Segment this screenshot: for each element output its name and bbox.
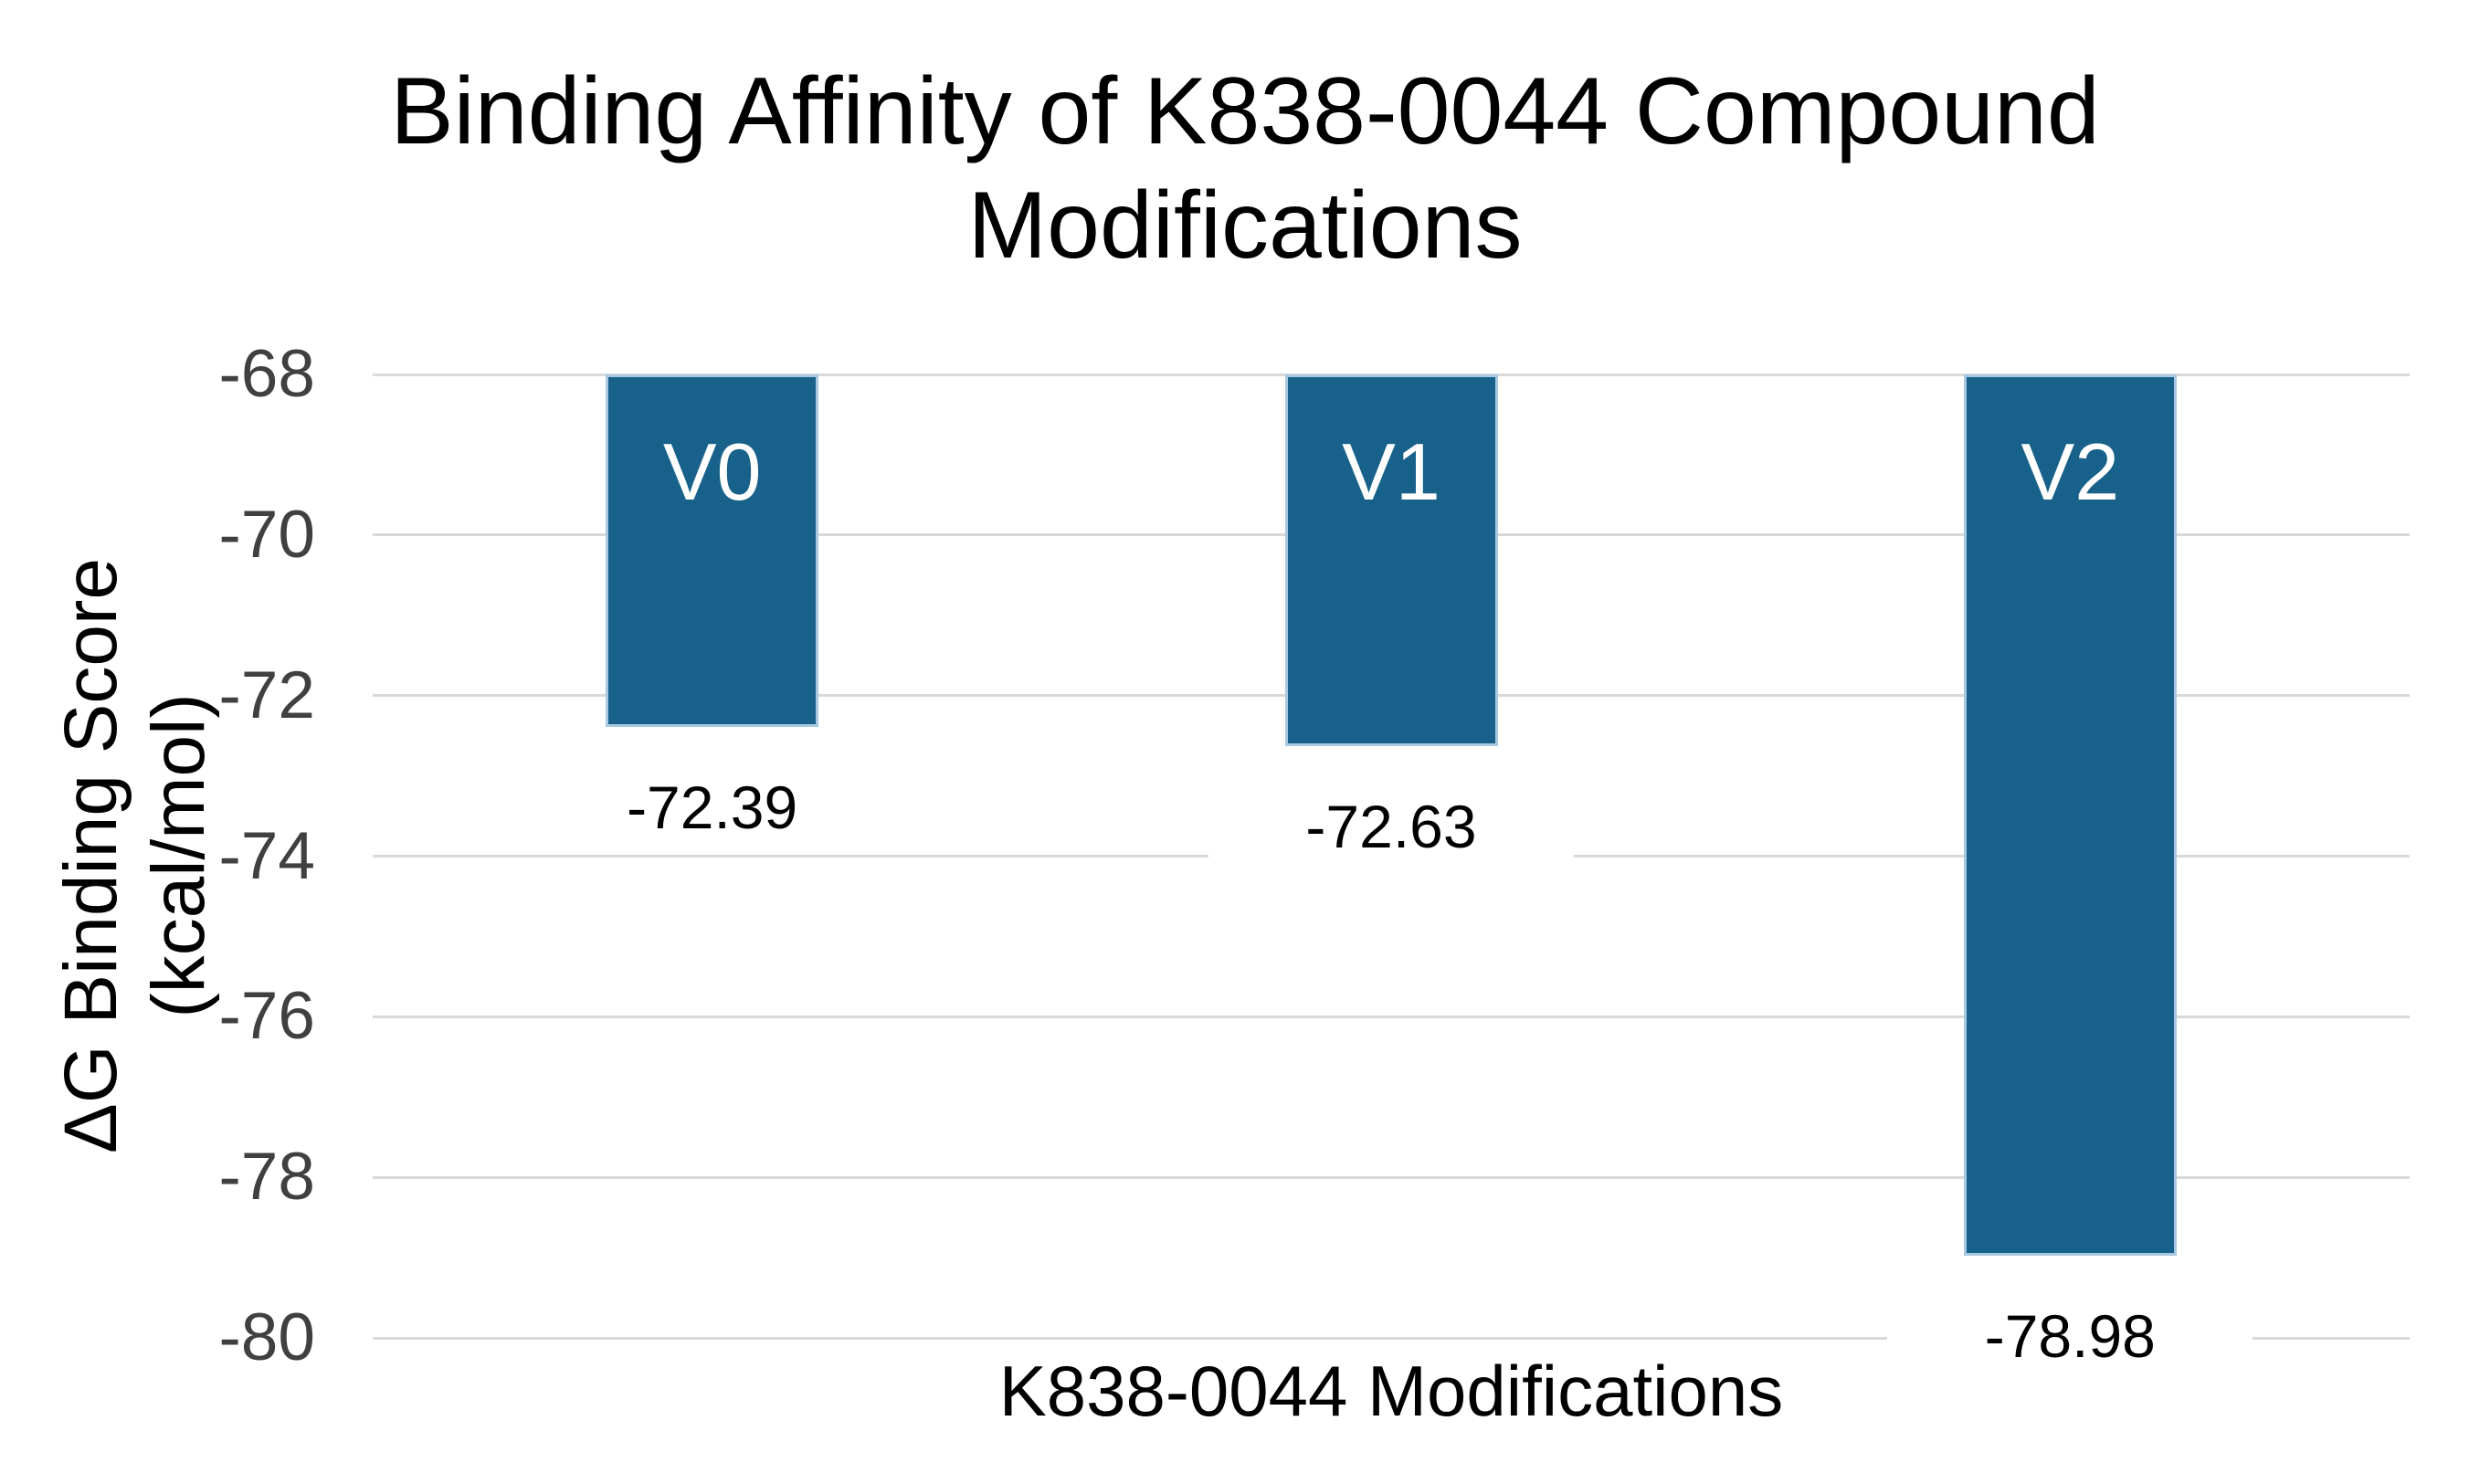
y-tick-label: -80 <box>218 1300 315 1374</box>
gridline <box>373 1336 2410 1340</box>
y-tick-label: -74 <box>218 818 315 893</box>
y-tick-label: -70 <box>218 497 315 572</box>
y-tick-label: -72 <box>218 658 315 732</box>
bar-v1: V1 <box>1284 374 1498 747</box>
bar-v0: V0 <box>606 374 819 727</box>
gridline <box>373 1015 2410 1018</box>
bar-category-label: V1 <box>1342 426 1440 517</box>
chart-title-line2: Modifications <box>967 173 1523 279</box>
bar-value-label: -72.63 <box>1208 792 1574 862</box>
y-tick-label: -68 <box>218 337 315 411</box>
bar-category-label: V2 <box>2020 426 2120 517</box>
chart-title: Binding Affinity of K838-0044 Compound M… <box>0 55 2490 283</box>
y-tick-label: -76 <box>218 979 315 1054</box>
bar-value-label: -78.98 <box>1887 1301 2253 1372</box>
bar-value-label: -72.39 <box>529 772 895 842</box>
bar-category-label: V0 <box>662 426 762 517</box>
y-tick-label: -78 <box>218 1140 315 1215</box>
x-axis-title: K838-0044 Modifications <box>998 1351 1784 1431</box>
chart-title-line1: Binding Affinity of K838-0044 Compound <box>390 58 2100 164</box>
gridline <box>373 1175 2410 1179</box>
bar-v2: V2 <box>1963 374 2177 1257</box>
